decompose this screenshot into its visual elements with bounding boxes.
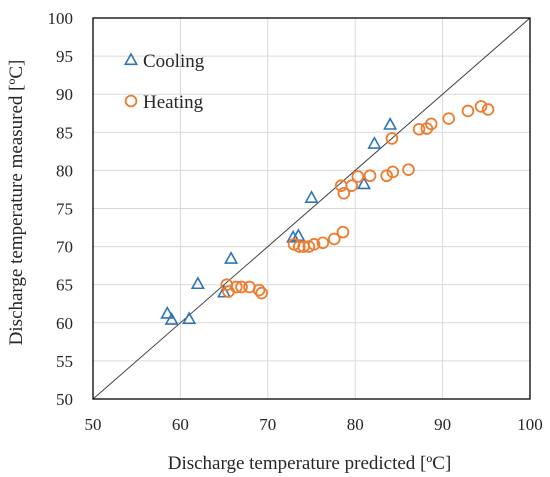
- legend-marker-cooling: [123, 52, 139, 66]
- cooling-data-point: [224, 251, 239, 264]
- heating-data-point: [252, 283, 266, 297]
- cooling-data-point: [304, 190, 319, 203]
- heating-data-point: [351, 170, 365, 183]
- y-axis-ticks: 50 55 60 65 70 75 80 85 90 95 100: [48, 9, 74, 409]
- heating-data-point: [481, 103, 495, 116]
- heating-data-point: [230, 280, 243, 294]
- cooling-data-point: [182, 311, 197, 325]
- heating-data-point: [235, 280, 248, 294]
- heating-data-point: [327, 232, 341, 246]
- plot-area-frame: [92, 17, 531, 400]
- legend-label-heating: Heating: [143, 92, 204, 113]
- heating-data-point: [402, 163, 415, 176]
- cooling-data-point: [160, 306, 175, 319]
- legend: Cooling Heating: [123, 51, 205, 113]
- legend-label-cooling: Cooling: [143, 51, 205, 72]
- y-tick-label: 65: [56, 276, 73, 295]
- heating-data-point: [316, 236, 330, 250]
- heating-data-point: [442, 112, 456, 125]
- x-axis-ticks: 50 60 70 80 90 100: [85, 415, 543, 434]
- x-tick-label: 80: [347, 415, 364, 434]
- cooling-data-point: [367, 136, 382, 149]
- y-tick-label: 75: [56, 200, 73, 219]
- legend-marker-heating: [124, 94, 138, 108]
- cooling-data-point: [217, 284, 232, 298]
- y-tick-label: 50: [56, 390, 73, 409]
- cooling-data-point: [164, 312, 179, 325]
- y-tick-label: 90: [56, 85, 73, 104]
- y-tick-label: 95: [56, 47, 73, 66]
- heating-data-point: [255, 286, 268, 300]
- y-tick-label: 80: [56, 161, 73, 180]
- heating-data-point: [386, 165, 400, 179]
- y-tick-label: 70: [56, 238, 73, 257]
- heating-data-point: [345, 179, 359, 192]
- y-tick-label: 85: [56, 123, 73, 142]
- heating-data-point: [385, 132, 399, 145]
- x-axis-title: Discharge temperature predicted [ºC]: [168, 453, 452, 474]
- x-tick-label: 60: [172, 415, 189, 434]
- identity-reference-line: [92, 17, 531, 400]
- cooling-data-point: [383, 117, 398, 130]
- data-points: [160, 100, 495, 325]
- heating-data-point: [412, 122, 426, 136]
- heating-data-point: [424, 117, 438, 131]
- heating-data-point: [307, 238, 321, 251]
- heating-data-point: [337, 186, 351, 200]
- cooling-data-point: [286, 229, 301, 243]
- y-tick-label: 60: [56, 314, 73, 333]
- heating-data-point: [336, 225, 350, 239]
- legend-marker-shape: [124, 94, 138, 108]
- heating-data-point: [363, 169, 377, 183]
- heating-data-point: [380, 169, 393, 183]
- y-axis-title: Discharge temperature measured [ºC]: [6, 60, 27, 346]
- x-tick-label: 90: [434, 415, 451, 434]
- heating-data-point: [292, 240, 306, 253]
- heating-data-point: [474, 100, 488, 113]
- x-tick-label: 100: [517, 415, 543, 434]
- cooling-data-point: [190, 276, 205, 290]
- y-tick-label: 100: [48, 9, 74, 28]
- x-tick-label: 50: [85, 415, 102, 434]
- heating-data-point: [461, 104, 475, 118]
- cooling-data-point: [356, 176, 371, 190]
- x-tick-label: 70: [259, 415, 276, 434]
- legend-marker-shape: [123, 52, 139, 66]
- y-tick-label: 55: [56, 352, 73, 371]
